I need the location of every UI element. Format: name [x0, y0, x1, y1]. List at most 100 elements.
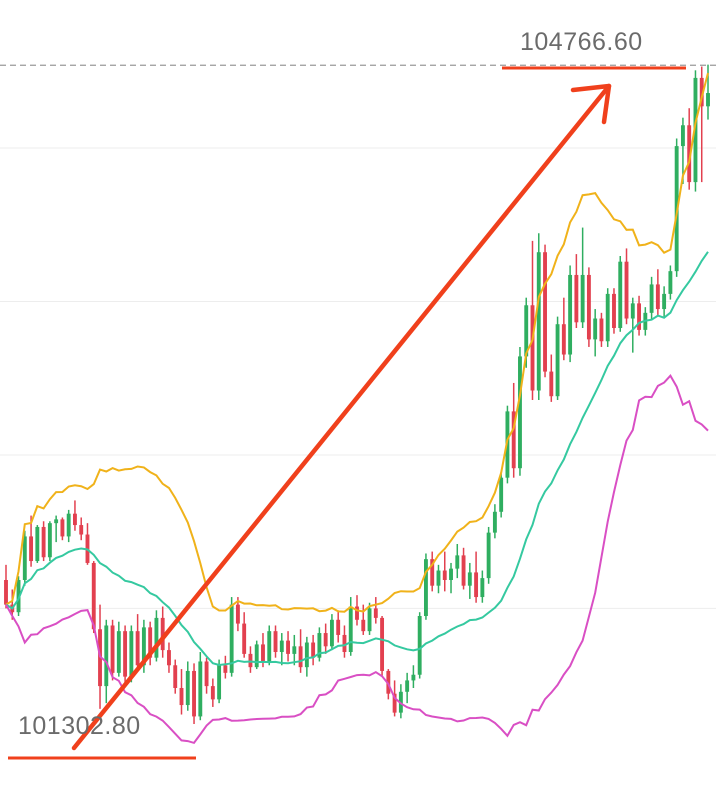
candle-body: [242, 623, 247, 654]
candle-body: [116, 631, 121, 673]
candle-body: [329, 619, 334, 647]
candle-body: [518, 356, 522, 469]
candle-body: [261, 644, 265, 662]
candle-body: [148, 627, 153, 658]
candle-body: [405, 680, 410, 692]
candle-body: [355, 606, 359, 620]
candle-body: [530, 305, 535, 391]
candle-body: [323, 633, 328, 647]
candle-body: [574, 274, 579, 323]
candle-body: [430, 559, 435, 586]
candle-body: [662, 293, 667, 310]
candle-body: [693, 77, 698, 183]
candle-body: [486, 532, 491, 579]
candle-body: [60, 519, 65, 537]
candle-body: [173, 665, 178, 688]
candle-body: [618, 261, 623, 328]
candle-body: [637, 303, 641, 330]
candle-body: [455, 555, 460, 569]
candle-body: [580, 274, 585, 323]
candle-body: [22, 536, 27, 580]
candle-body: [66, 513, 71, 537]
candle-body: [160, 617, 165, 651]
candle-body: [192, 670, 196, 717]
candle-body: [706, 93, 710, 107]
candle-body: [380, 617, 385, 671]
candle-body: [154, 617, 159, 658]
arrow-shaft: [71, 83, 612, 751]
candle-body: [348, 606, 353, 652]
candle-body: [624, 261, 629, 319]
high-price-label: 104766.60: [520, 28, 643, 56]
candle-body: [311, 642, 316, 658]
lower-band-line: [5, 374, 709, 745]
candle-body: [198, 661, 203, 717]
candle-body: [474, 572, 479, 598]
candle-body: [273, 631, 278, 652]
candle-body: [386, 670, 391, 694]
candle-body: [687, 125, 692, 183]
candle-body: [298, 646, 303, 668]
candle-body: [254, 644, 259, 668]
candle-body: [561, 324, 566, 355]
candle-body: [555, 324, 560, 397]
candle-body: [586, 274, 591, 340]
candle-body: [436, 570, 441, 586]
candle-body: [267, 631, 272, 662]
candle-body: [210, 686, 215, 700]
candle-body: [110, 625, 115, 673]
candle-body: [235, 604, 240, 624]
candle-body: [223, 665, 228, 673]
candle-body: [649, 284, 654, 313]
candle-body: [123, 631, 128, 677]
candle-body: [229, 604, 234, 673]
candle-body: [4, 580, 8, 605]
candle-body: [336, 619, 341, 635]
candle-body: [179, 688, 184, 706]
candle-body: [668, 271, 673, 294]
candle-body: [411, 674, 416, 681]
middle-band-line: [5, 251, 709, 667]
candle-body: [91, 562, 96, 630]
candle-body: [630, 303, 635, 319]
candle-body: [467, 572, 472, 586]
candle-body: [367, 608, 372, 632]
candle-body: [286, 640, 290, 654]
candle-body: [279, 640, 284, 652]
candle-body: [104, 625, 109, 687]
candle-body: [54, 519, 59, 524]
candle-body: [392, 693, 397, 713]
candle-body: [135, 631, 140, 666]
candle-body: [424, 559, 428, 616]
candle-body: [141, 627, 146, 666]
candle-body: [204, 661, 209, 687]
candle-body: [605, 293, 610, 342]
candle-body: [167, 650, 171, 666]
candle-body: [568, 274, 573, 355]
candle-body: [492, 511, 497, 533]
candle-body: [499, 477, 504, 512]
candle-body: [47, 523, 52, 558]
low-price-label: 101302.80: [18, 712, 141, 740]
candle-body: [442, 570, 447, 580]
candle-body: [593, 318, 598, 340]
candle-body: [342, 634, 347, 652]
candle-body: [461, 555, 466, 586]
candle-body: [129, 631, 134, 677]
candle-body: [373, 608, 378, 618]
candle-body: [29, 536, 34, 562]
candle-body: [35, 526, 40, 562]
candle-body: [417, 616, 422, 675]
candle-body: [304, 642, 309, 668]
candle-body: [511, 411, 516, 469]
candle-body: [317, 633, 322, 658]
upper-band-line: [5, 72, 709, 613]
candle-body: [16, 580, 21, 613]
candle-body: [549, 371, 554, 397]
candle-body: [655, 284, 660, 310]
candle-body: [699, 77, 704, 107]
candle-body: [361, 619, 366, 632]
arrow-head: [570, 83, 612, 125]
candle-body: [292, 646, 297, 654]
